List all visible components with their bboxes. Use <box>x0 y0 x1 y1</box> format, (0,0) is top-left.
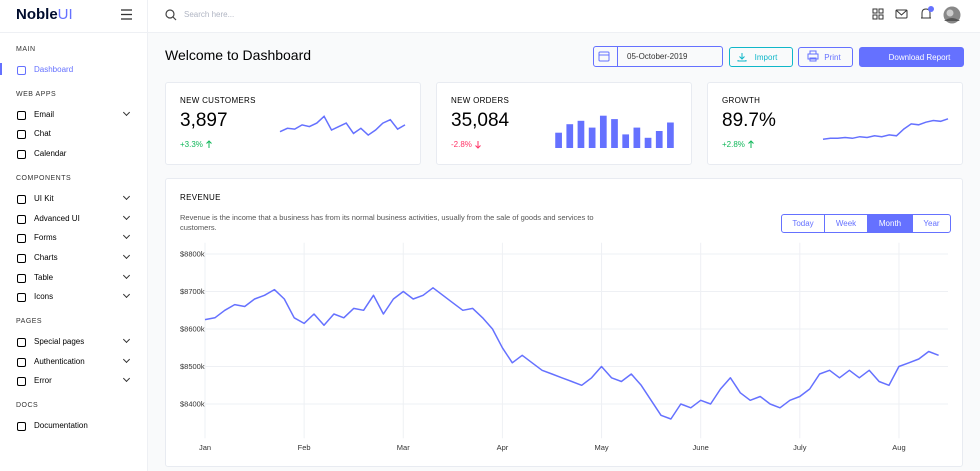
nav-item[interactable]: Special pages <box>34 337 85 346</box>
period-button[interactable]: Week <box>824 215 867 232</box>
nav-icon <box>17 66 26 75</box>
kpi-change: +3.3% <box>180 140 203 149</box>
nav-item[interactable]: Documentation <box>34 421 88 431</box>
nav-icon <box>17 150 26 160</box>
period-button[interactable]: Today <box>792 219 814 228</box>
nav-icon <box>17 234 26 244</box>
nav-item[interactable]: Error <box>34 376 52 386</box>
nav-icon <box>17 253 26 263</box>
search-input[interactable]: Search here... <box>184 10 235 19</box>
header-button[interactable]: Download Report <box>859 47 964 67</box>
nav-icon <box>17 357 26 367</box>
date-value: 05-October-2019 <box>627 52 688 61</box>
nav-icon <box>17 273 26 283</box>
revenue-description: Revenue is the income that a business ha… <box>180 213 594 232</box>
kpi-value: 35,084 <box>451 110 510 131</box>
nav-item[interactable]: Icons <box>34 292 54 302</box>
kpi-change: +2.8% <box>722 140 745 149</box>
nav-item[interactable]: Chat <box>34 129 51 139</box>
nav-icon <box>17 214 26 224</box>
nav-icon <box>17 377 26 387</box>
kpi-value: 3,897 <box>180 110 228 131</box>
sidebar <box>0 0 148 471</box>
sidebar-section-title: COMPONENTS <box>16 174 72 182</box>
kpi-change: -2.8% <box>451 140 472 149</box>
revenue-title: REVENUE <box>180 193 221 202</box>
sidebar-section-title: MAIN <box>16 46 36 53</box>
nav-item[interactable]: Advanced UI <box>34 213 80 223</box>
nav-icon <box>17 338 26 347</box>
page-title: Welcome to Dashboard <box>165 47 312 63</box>
nav-icon <box>17 422 26 432</box>
header-button[interactable]: Import <box>729 47 793 67</box>
date-picker-divider <box>617 46 618 67</box>
sidebar-section-title: DOCS <box>16 402 39 410</box>
sidebar-section-title: WEB APPS <box>16 90 57 98</box>
topbar <box>148 0 980 33</box>
sidebar-section-title: PAGES <box>16 318 43 325</box>
date-picker[interactable] <box>593 46 723 67</box>
kpi-card <box>436 82 692 165</box>
period-button[interactable]: Year <box>912 215 950 232</box>
nav-icon <box>17 130 26 140</box>
nav-item[interactable]: Charts <box>34 252 58 262</box>
active-indicator <box>0 63 2 75</box>
nav-item[interactable]: Forms <box>34 233 57 243</box>
sidebar-header <box>0 0 148 33</box>
kpi-title: GROWTH <box>722 96 761 105</box>
header-button[interactable]: Print <box>798 47 853 67</box>
period-toggle: Today Week Month Year <box>781 214 951 233</box>
logo[interactable]: NobleUI <box>16 6 73 23</box>
nav-icon <box>17 194 26 204</box>
kpi-value: 89.7% <box>722 110 776 131</box>
nav-item[interactable]: Authentication <box>34 356 85 366</box>
nav-item[interactable]: Dashboard <box>34 65 74 74</box>
kpi-title: NEW ORDERS <box>451 96 510 105</box>
nav-item[interactable]: Email <box>34 109 55 119</box>
kpi-title: NEW CUSTOMERS <box>180 96 256 105</box>
nav-icon <box>17 110 26 120</box>
period-button[interactable]: Month <box>867 215 912 232</box>
logo-accent: UI <box>57 6 73 23</box>
logo-brand: Noble <box>16 6 58 23</box>
nav-icon <box>17 293 26 303</box>
nav-item[interactable]: Calendar <box>34 149 67 159</box>
nav-item[interactable]: UI Kit <box>34 193 54 203</box>
nav-item[interactable]: Table <box>34 272 54 282</box>
